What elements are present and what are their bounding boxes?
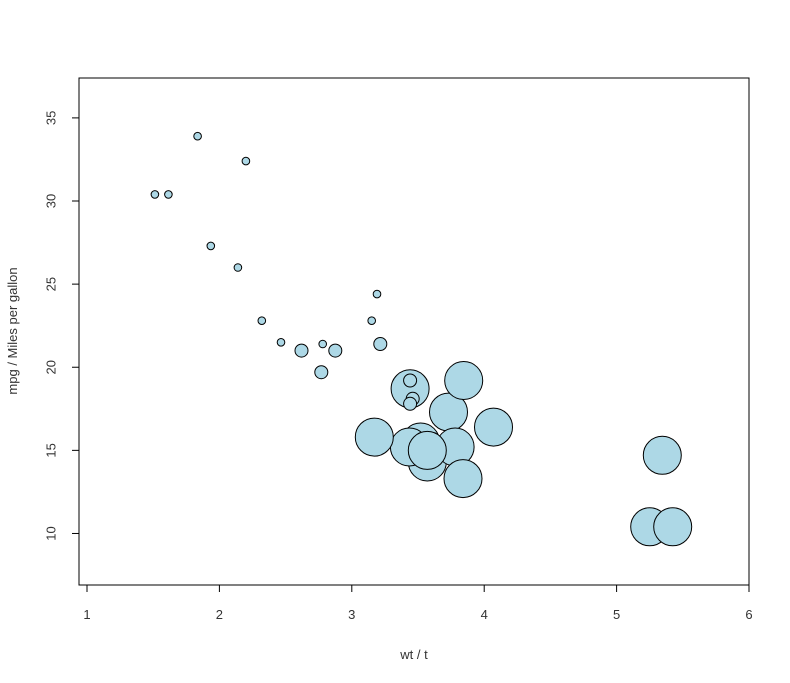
data-point: [276, 338, 286, 347]
bubble-layer: [150, 131, 693, 547]
x-tick-label: 3: [348, 607, 355, 622]
data-point: [403, 373, 418, 388]
y-tick-label: 35: [43, 111, 58, 125]
data-point: [257, 316, 267, 326]
data-point: [193, 131, 202, 141]
data-point: [150, 190, 160, 199]
y-tick-label: 10: [43, 526, 58, 540]
data-point: [354, 417, 394, 457]
x-tick-label: 1: [83, 607, 90, 622]
y-tick-label: 20: [43, 360, 58, 374]
x-tick-label: 6: [745, 607, 752, 622]
data-point: [474, 407, 513, 447]
data-point: [314, 365, 329, 380]
data-point: [318, 339, 328, 349]
data-point: [294, 343, 309, 358]
data-point: [444, 361, 484, 400]
data-point: [372, 289, 382, 299]
y-axis-label: mpg / Miles per gallon: [5, 267, 20, 394]
data-point: [367, 316, 377, 326]
data-point: [328, 343, 343, 358]
x-tick-label: 4: [481, 607, 488, 622]
data-point: [241, 156, 251, 166]
data-point: [407, 430, 447, 470]
data-point: [653, 507, 693, 547]
data-point: [233, 263, 243, 272]
data-point: [403, 396, 418, 411]
y-axis: 10 15 20 25 30 35: [43, 111, 80, 541]
x-tick-label: 2: [216, 607, 223, 622]
data-point: [164, 190, 173, 199]
data-point: [373, 337, 388, 351]
x-tick-label: 5: [613, 607, 620, 622]
data-point: [443, 459, 483, 499]
x-axis-label: wt / t: [399, 647, 428, 662]
data-point: [642, 435, 682, 475]
y-tick-label: 15: [43, 443, 58, 457]
y-tick-label: 30: [43, 194, 58, 208]
y-tick-label: 25: [43, 277, 58, 291]
x-axis: 1 2 3 4 5 6: [83, 584, 753, 622]
data-point: [206, 241, 216, 251]
